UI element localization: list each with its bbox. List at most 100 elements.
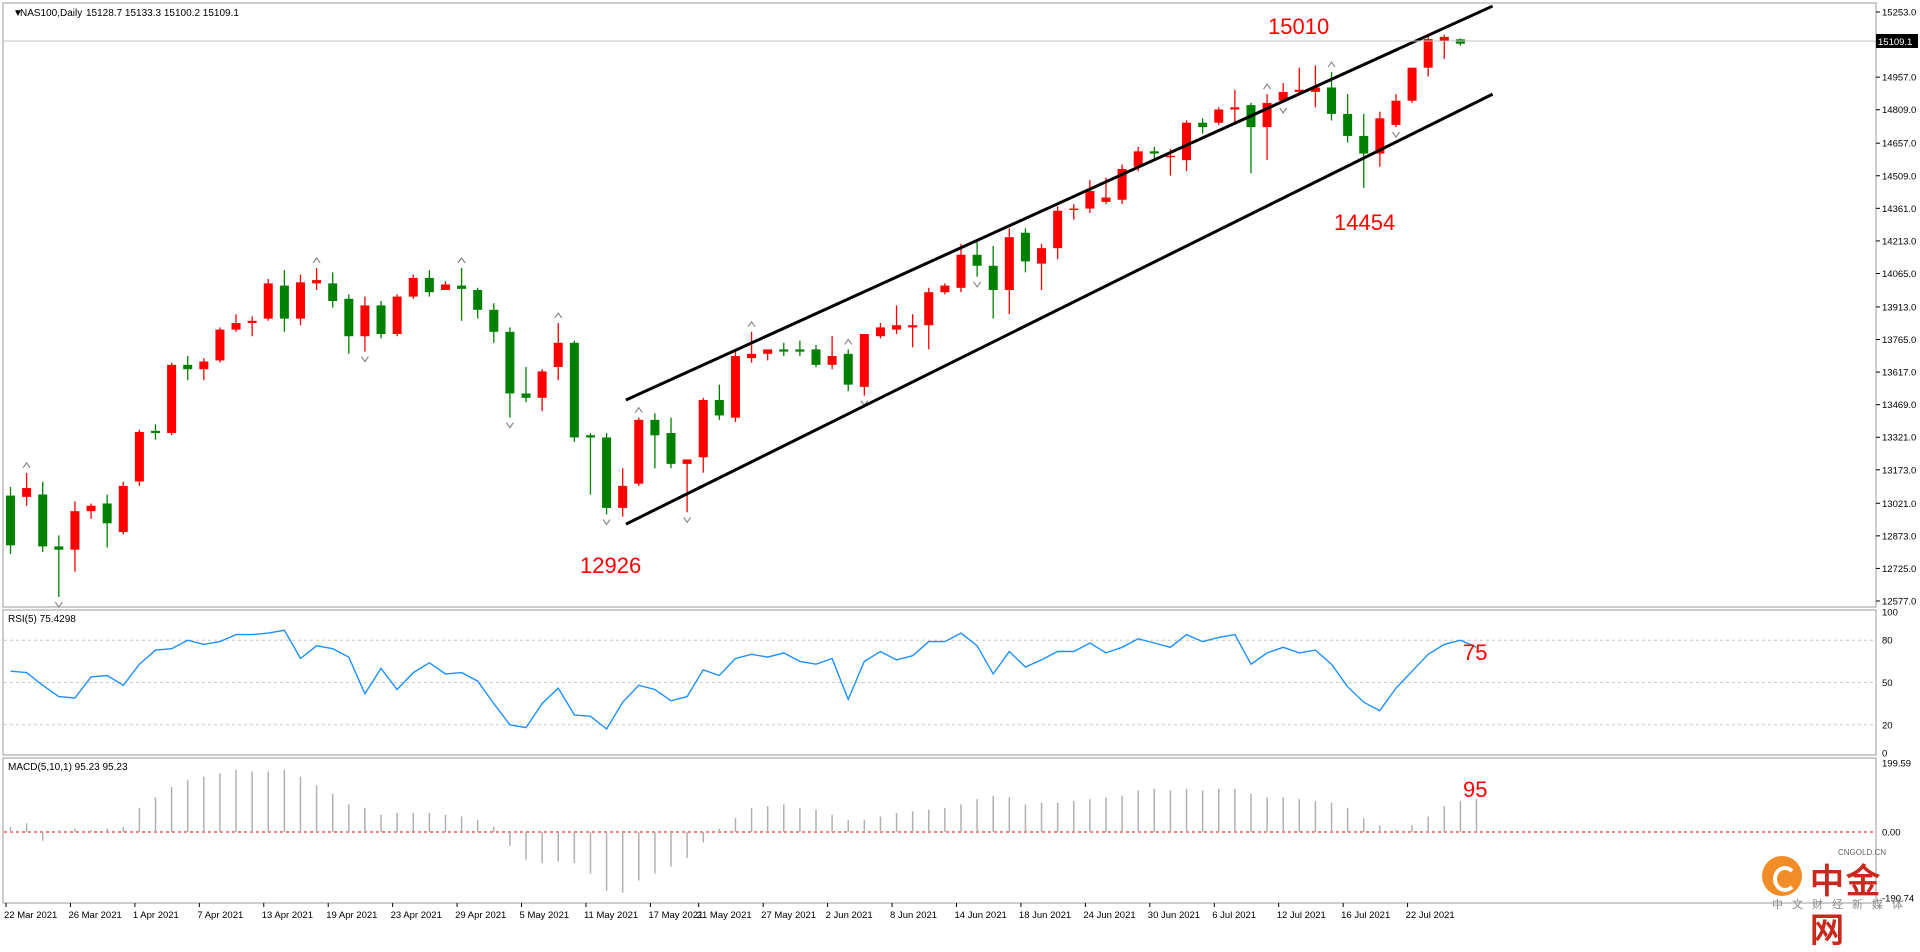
x-axis-label: 7 Apr 2021 [197,910,243,921]
candle-body [215,329,225,361]
x-axis-label: 5 May 2021 [520,910,570,921]
candle-body [553,342,563,368]
x-axis-label: 16 Jul 2021 [1341,910,1390,921]
candle-body [1278,91,1288,101]
rsi-line [10,629,1477,731]
fractal-down-arrow [505,422,514,429]
candle-body [312,280,322,284]
candle-body [940,285,950,293]
candle-body [747,353,757,359]
fractal-down-arrow [683,516,692,524]
candle-body [602,437,612,508]
price-panel-frame [2,2,1877,608]
macd-axis-label: 199.59 [1882,759,1911,770]
candle-body [956,254,966,288]
fractal-up-arrow [747,320,756,328]
candle-body [1327,87,1337,114]
candle-body [344,298,354,337]
candle-body [1069,208,1079,211]
current-price-tag [1876,34,1918,48]
candle-body [38,494,48,547]
fractal-up-arrow [22,461,31,469]
candle-body [457,285,467,289]
candle-body [618,485,628,508]
candle-body [150,430,160,434]
candle-body [1262,102,1272,128]
candle-body [827,356,837,365]
macd-title: MACD(5,10,1) 95.23 95.23 [8,762,128,773]
fractal-up-arrow [634,406,643,413]
fractal-down-arrow [1391,131,1400,139]
x-axis-label: 21 May 2021 [697,910,752,921]
candle-body [424,277,434,293]
x-axis-label: 17 May 2021 [648,910,703,921]
candle-body [360,305,370,337]
x-axis-label: 26 Mar 2021 [68,910,121,921]
fractal-up-arrow [1263,83,1272,90]
candle-body [634,419,644,484]
rsi-axis-label: 50 [1882,678,1893,689]
candle-body [779,349,789,352]
candle-body [1294,89,1304,92]
watermark-domain: CNGOLD.CN [1838,848,1887,857]
collapse-arrow-icon[interactable]: ▼ [13,8,23,19]
macd-panel-frame [2,757,1877,904]
price-axis-label: 13469.0 [1882,400,1916,411]
x-axis-label: 14 Jun 2021 [954,910,1006,921]
candle-body [1117,168,1127,200]
candle-body [1407,67,1417,101]
x-axis-label: 18 Jun 2021 [1019,910,1071,921]
current-price-value: 15109.1 [1878,37,1912,48]
candle-body [505,331,515,394]
logo-emblem-icon [1762,856,1802,896]
candle-body [537,371,547,398]
fractal-up-arrow [457,256,466,264]
x-axis-label: 1 Apr 2021 [133,910,179,921]
x-axis-label: 30 Jun 2021 [1148,910,1200,921]
candle-body [811,349,821,365]
price-axis-label: 12873.0 [1882,531,1916,542]
candle-body [1230,107,1240,110]
x-axis-label: 11 May 2021 [584,910,638,921]
candle-body [730,356,740,418]
macd-axis-label: -190.74 [1882,894,1914,905]
candle-body [569,342,579,438]
macd-annotation: 95 [1463,777,1487,802]
low-annotation: 12926 [580,553,641,578]
price-axis-label: 13321.0 [1882,433,1916,444]
candle-body [199,361,209,370]
candle-body [295,282,305,319]
x-axis-label: 23 Apr 2021 [391,910,442,921]
price-axis-label: 12577.0 [1882,597,1916,608]
candle-body [1198,122,1208,128]
price-axis-label: 14957.0 [1882,73,1916,84]
channel-upper-line [625,4,1494,402]
candle-body [183,364,193,370]
x-axis-label: 29 Apr 2021 [455,910,506,921]
rsi-panel-frame [2,609,1877,756]
candle-body [875,327,885,337]
candle-body [859,334,869,387]
symbol-label: NAS100,Daily [20,8,82,19]
candle-body [86,505,96,512]
candle-body [408,277,418,297]
pullback-annotation: 14454 [1334,210,1395,235]
candle-body [1423,39,1433,68]
price-axis-label: 14657.0 [1882,139,1916,150]
high-annotation: 15010 [1268,14,1329,39]
chart-canvas: 15253.015105.014957.014809.014657.014509… [2,2,1918,921]
candle-body [843,353,853,385]
candle-body [763,349,773,354]
candle-body [650,419,660,436]
x-axis-label: 22 Jul 2021 [1406,910,1455,921]
candle-body [972,254,982,266]
candle-body [247,320,257,324]
price-axis-label: 15253.0 [1882,8,1916,19]
candle-body [1085,190,1095,209]
candle-body [1182,122,1192,161]
price-axis-label: 14065.0 [1882,269,1916,280]
fractal-down-arrow [602,519,611,526]
candle-body [489,309,499,332]
fractal-up-arrow [844,338,853,345]
candle-body [70,511,80,550]
